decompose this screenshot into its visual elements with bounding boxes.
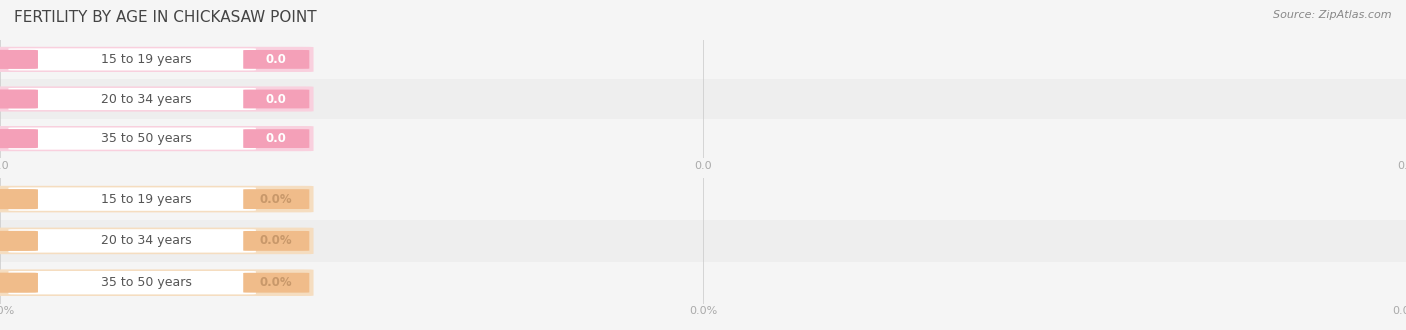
FancyBboxPatch shape [8,88,256,110]
FancyBboxPatch shape [0,189,38,209]
Text: 15 to 19 years: 15 to 19 years [101,193,191,206]
FancyBboxPatch shape [8,187,256,211]
FancyBboxPatch shape [8,127,256,150]
Text: 0.0: 0.0 [266,92,287,106]
Bar [0,178,1406,220]
FancyBboxPatch shape [0,86,314,112]
Bar [0,119,1406,158]
FancyBboxPatch shape [243,50,309,69]
FancyBboxPatch shape [243,231,309,251]
Text: 0.0%: 0.0% [260,193,292,206]
Text: 0.0: 0.0 [266,132,287,145]
Text: 35 to 50 years: 35 to 50 years [101,132,191,145]
FancyBboxPatch shape [0,273,38,293]
FancyBboxPatch shape [8,271,256,294]
FancyBboxPatch shape [243,90,309,109]
FancyBboxPatch shape [0,89,38,109]
FancyBboxPatch shape [0,126,314,151]
Text: 15 to 19 years: 15 to 19 years [101,53,191,66]
Text: Source: ZipAtlas.com: Source: ZipAtlas.com [1274,10,1392,20]
FancyBboxPatch shape [243,189,309,209]
FancyBboxPatch shape [8,229,256,252]
Text: FERTILITY BY AGE IN CHICKASAW POINT: FERTILITY BY AGE IN CHICKASAW POINT [14,10,316,25]
Bar [0,40,1406,79]
Bar [0,262,1406,304]
FancyBboxPatch shape [0,231,38,251]
Text: 20 to 34 years: 20 to 34 years [101,234,191,248]
FancyBboxPatch shape [0,186,314,213]
FancyBboxPatch shape [243,129,309,148]
Text: 0.0%: 0.0% [260,276,292,289]
Bar [0,79,1406,119]
FancyBboxPatch shape [0,228,314,254]
FancyBboxPatch shape [0,269,314,296]
Text: 0.0: 0.0 [266,53,287,66]
FancyBboxPatch shape [0,50,38,69]
Bar [0,220,1406,262]
FancyBboxPatch shape [0,47,314,72]
Text: 35 to 50 years: 35 to 50 years [101,276,191,289]
Text: 20 to 34 years: 20 to 34 years [101,92,191,106]
FancyBboxPatch shape [0,129,38,148]
FancyBboxPatch shape [243,273,309,293]
Text: 0.0%: 0.0% [260,234,292,248]
FancyBboxPatch shape [8,48,256,71]
